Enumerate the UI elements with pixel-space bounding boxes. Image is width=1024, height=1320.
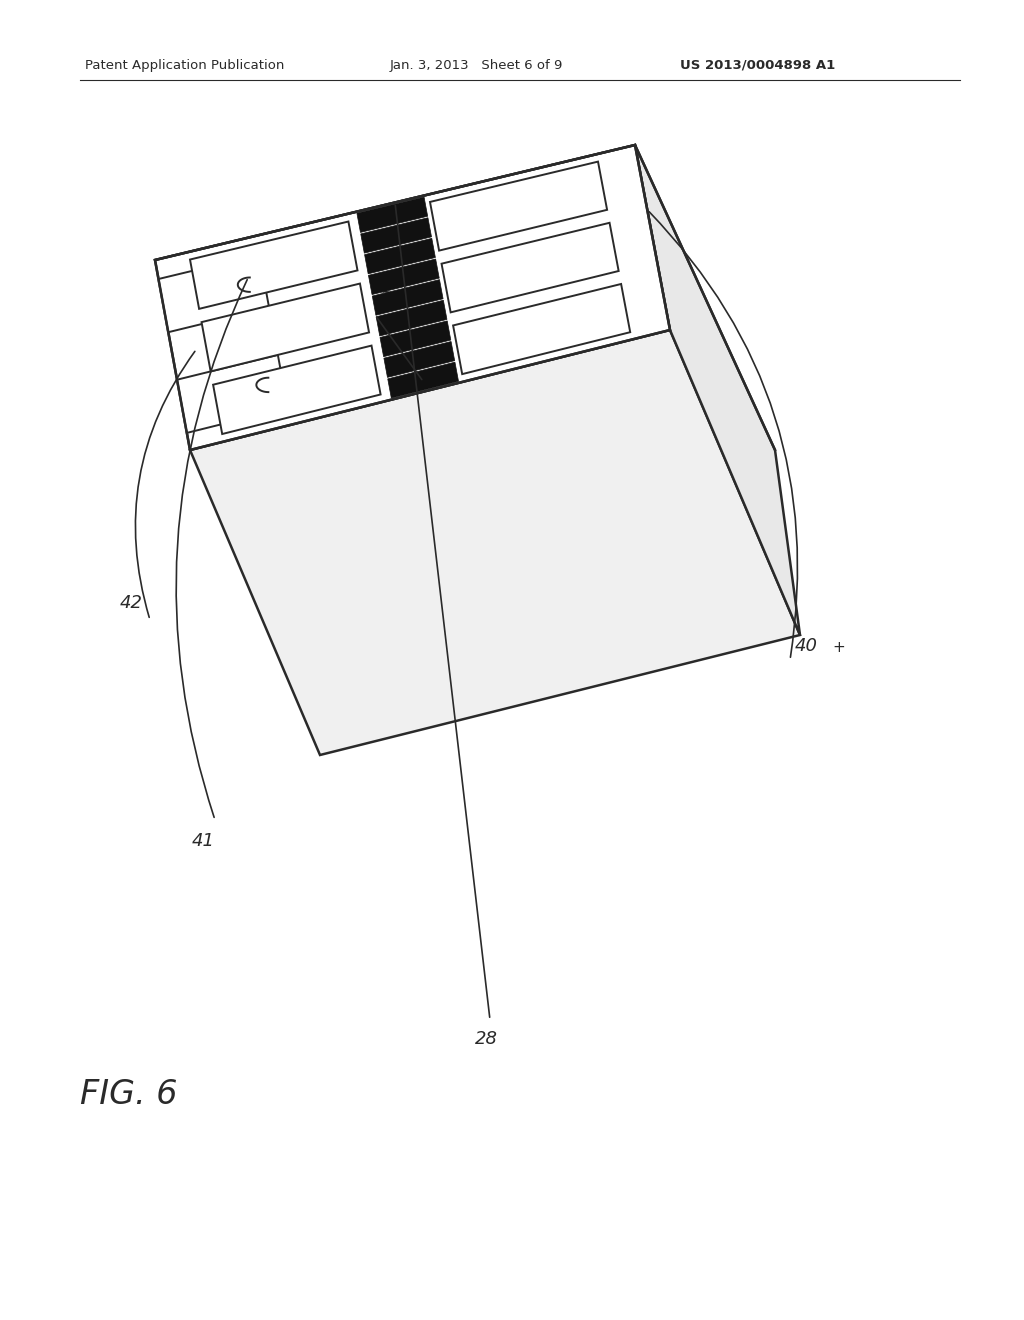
Polygon shape: [380, 321, 451, 356]
Polygon shape: [213, 346, 381, 434]
Polygon shape: [373, 280, 443, 315]
Polygon shape: [430, 161, 607, 251]
Text: 41: 41: [193, 832, 215, 850]
Text: Jan. 3, 2013   Sheet 6 of 9: Jan. 3, 2013 Sheet 6 of 9: [390, 58, 563, 71]
Text: 34: 34: [380, 290, 403, 308]
Text: FIG. 6: FIG. 6: [80, 1078, 177, 1111]
Polygon shape: [376, 300, 446, 337]
Text: 40: 40: [795, 638, 818, 655]
Text: US 2013/0004898 A1: US 2013/0004898 A1: [680, 58, 836, 71]
Polygon shape: [159, 255, 269, 333]
Text: 42: 42: [120, 594, 143, 612]
Polygon shape: [441, 223, 618, 313]
Text: +: +: [831, 640, 845, 655]
Polygon shape: [190, 330, 800, 755]
Polygon shape: [365, 239, 435, 273]
Polygon shape: [388, 362, 459, 399]
Text: Patent Application Publication: Patent Application Publication: [85, 58, 285, 71]
Polygon shape: [155, 145, 670, 450]
Polygon shape: [357, 197, 428, 232]
Text: 28: 28: [475, 1030, 498, 1048]
Polygon shape: [202, 284, 369, 371]
Polygon shape: [453, 284, 630, 374]
Polygon shape: [369, 259, 439, 294]
Polygon shape: [360, 218, 431, 253]
Polygon shape: [384, 342, 455, 378]
Polygon shape: [177, 355, 288, 433]
Polygon shape: [635, 145, 800, 635]
Polygon shape: [190, 222, 357, 309]
